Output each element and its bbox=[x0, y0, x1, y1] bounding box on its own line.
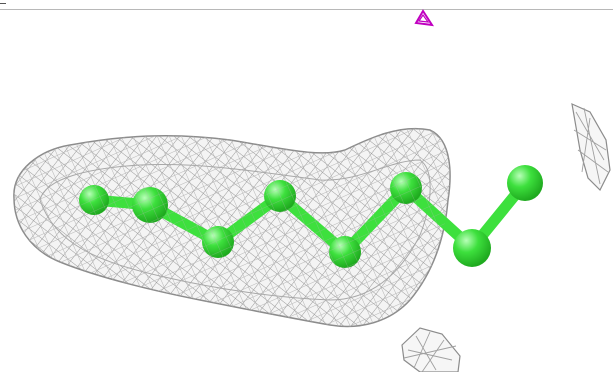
top-left-tick bbox=[0, 3, 6, 4]
magenta-triangle-marker-icon bbox=[414, 9, 434, 27]
atom bbox=[507, 165, 543, 201]
top-divider bbox=[0, 9, 613, 10]
atom bbox=[453, 229, 491, 267]
mesh-fragment-bottom bbox=[401, 327, 461, 372]
mesh-fragment-right bbox=[571, 102, 611, 192]
mesh-overlay bbox=[13, 128, 451, 327]
